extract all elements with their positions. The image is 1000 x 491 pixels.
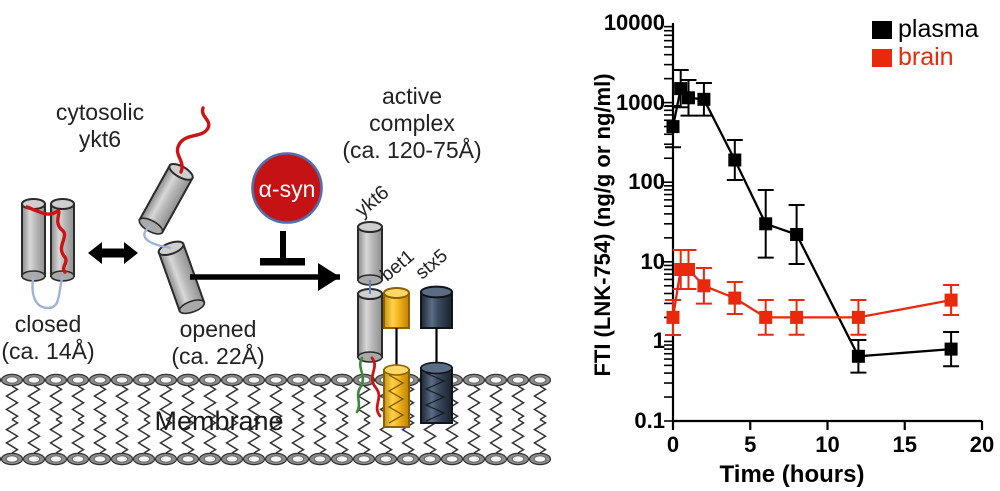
svg-text:1: 1 [653, 328, 665, 353]
svg-text:FTI (LNK-754) (ng/g or ng/ml): FTI (LNK-754) (ng/g or ng/ml) [590, 73, 615, 376]
svg-text:0: 0 [667, 432, 679, 457]
svg-text:10: 10 [641, 249, 665, 274]
svg-text:active: active [382, 83, 442, 109]
svg-text:10000: 10000 [604, 10, 665, 35]
svg-text:15: 15 [893, 432, 917, 457]
svg-text:plasma: plasma [898, 15, 979, 43]
svg-text:(ca. 22Å): (ca. 22Å) [171, 342, 264, 369]
svg-text:opened: opened [180, 316, 257, 342]
svg-text:20: 20 [970, 432, 994, 457]
svg-text:(ca. 120-75Å): (ca. 120-75Å) [342, 136, 481, 163]
svg-text:5: 5 [744, 432, 756, 457]
svg-text:brain: brain [898, 43, 954, 71]
svg-text:1000: 1000 [616, 90, 665, 115]
svg-text:cytosolic: cytosolic [56, 99, 144, 125]
svg-text:0.1: 0.1 [634, 408, 665, 433]
svg-text:α-syn: α-syn [259, 176, 316, 202]
svg-text:Time (hours): Time (hours) [720, 461, 865, 488]
svg-text:ykt6: ykt6 [79, 126, 121, 152]
svg-text:10: 10 [815, 432, 839, 457]
svg-text:100: 100 [628, 169, 665, 194]
svg-text:closed: closed [15, 311, 81, 337]
svg-text:Membrane: Membrane [154, 406, 283, 436]
svg-text:(ca. 14Å): (ca. 14Å) [1, 337, 94, 364]
svg-text:complex: complex [369, 110, 455, 136]
